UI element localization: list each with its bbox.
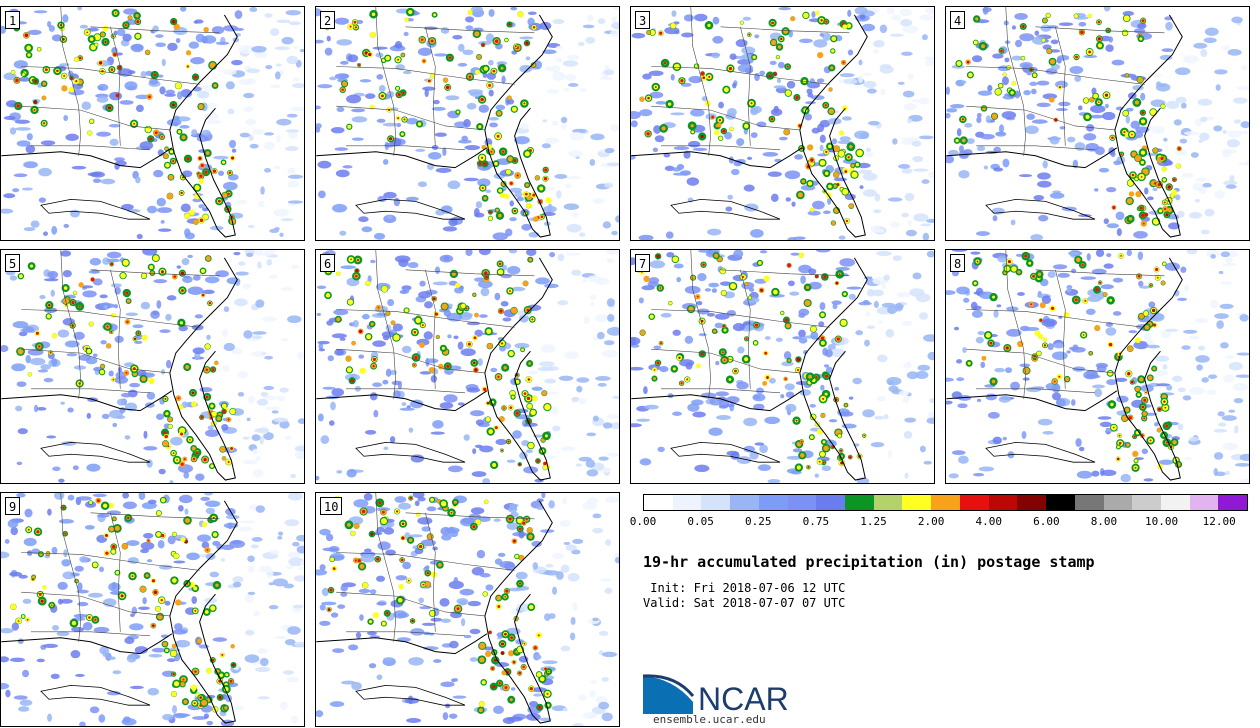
precip-map <box>946 7 1249 240</box>
colorbar-tick-label: 12.00 <box>1202 515 1236 528</box>
logo-text: NCAR <box>698 681 789 714</box>
init-time: Init: Fri 2018-07-06 12 UTC <box>643 581 846 595</box>
valid-time: Valid: Sat 2018-07-07 07 UTC <box>643 596 846 610</box>
colorbar-segment <box>1074 495 1104 510</box>
panel-number-label: 6 <box>320 254 336 272</box>
panel-number-label: 1 <box>5 11 21 29</box>
panel-number-label: 8 <box>950 254 966 272</box>
colorbar-segment <box>1046 495 1075 510</box>
stamp-panel-3: 3 <box>630 6 935 241</box>
colorbar-segment <box>931 495 960 510</box>
stamp-panel-9: 9 <box>0 492 305 727</box>
stamp-panel-8: 8 <box>945 249 1250 484</box>
colorbar-tick-label: 0.00 <box>629 515 657 528</box>
precip-map <box>316 493 619 726</box>
precip-map <box>316 7 619 240</box>
panel-number-label: 4 <box>950 11 966 29</box>
colorbar-segment <box>816 495 846 510</box>
precip-map <box>1 250 304 483</box>
panel-number-label: 2 <box>320 11 336 29</box>
colorbar-segment <box>959 495 989 510</box>
colorbar-segment <box>787 495 817 510</box>
precip-map <box>316 250 619 483</box>
plot-title: 19-hr accumulated precipitation (in) pos… <box>643 553 1095 571</box>
stamp-panel-7: 7 <box>630 249 935 484</box>
colorbar-tick-label: 10.00 <box>1145 515 1179 528</box>
stamp-panel-2: 2 <box>315 6 620 241</box>
colorbar-segment <box>845 495 874 510</box>
precip-map <box>631 250 934 483</box>
colorbar-tick-label: 4.00 <box>975 515 1002 528</box>
precip-map <box>1 493 304 726</box>
colorbar-segment <box>988 495 1018 510</box>
panel-number-label: 5 <box>5 254 21 272</box>
colorbar-segment <box>1132 495 1161 510</box>
colorbar-segment <box>730 495 759 510</box>
ncar-logo: NCAR <box>643 674 789 714</box>
precip-map <box>631 7 934 240</box>
colorbar-segment <box>873 495 903 510</box>
colorbar-tick-label: 0.75 <box>802 515 830 528</box>
panel-number-label: 9 <box>5 497 21 515</box>
logo-url: ensemble.ucar.edu <box>653 713 766 726</box>
colorbar-tick-label: 2.00 <box>917 515 945 528</box>
colorbar-tick-label: 6.00 <box>1033 515 1060 528</box>
colorbar-tick-label: 1.25 <box>860 515 887 528</box>
colorbar-segment <box>644 495 673 510</box>
colorbar-segment <box>1017 495 1047 510</box>
stamp-panel-4: 4 <box>945 6 1250 241</box>
stamp-panel-5: 5 <box>0 249 305 484</box>
stamp-panel-6: 6 <box>315 249 620 484</box>
colorbar-segment <box>1160 495 1190 510</box>
colorbar-segment <box>701 495 731 510</box>
colorbar-segment <box>902 495 932 510</box>
colorbar-tick-label: 8.00 <box>1090 515 1118 528</box>
panel-number-label: 3 <box>635 11 651 29</box>
colorbar-segment <box>758 495 788 510</box>
colorbar-segment <box>672 495 702 510</box>
colorbar-tick-label: 0.25 <box>744 515 772 528</box>
stamp-panel-1: 1 <box>0 6 305 241</box>
colorbar <box>643 494 1248 511</box>
colorbar-segment <box>1189 495 1219 510</box>
panel-number-label: 7 <box>635 254 651 272</box>
colorbar-segment <box>1218 495 1248 510</box>
colorbar-tick-label: 0.05 <box>687 515 714 528</box>
panel-number-label: 10 <box>320 497 343 515</box>
colorbar-segment <box>1103 495 1133 510</box>
precip-map <box>1 7 304 240</box>
precip-map <box>946 250 1249 483</box>
stamp-panel-10: 10 <box>315 492 620 727</box>
